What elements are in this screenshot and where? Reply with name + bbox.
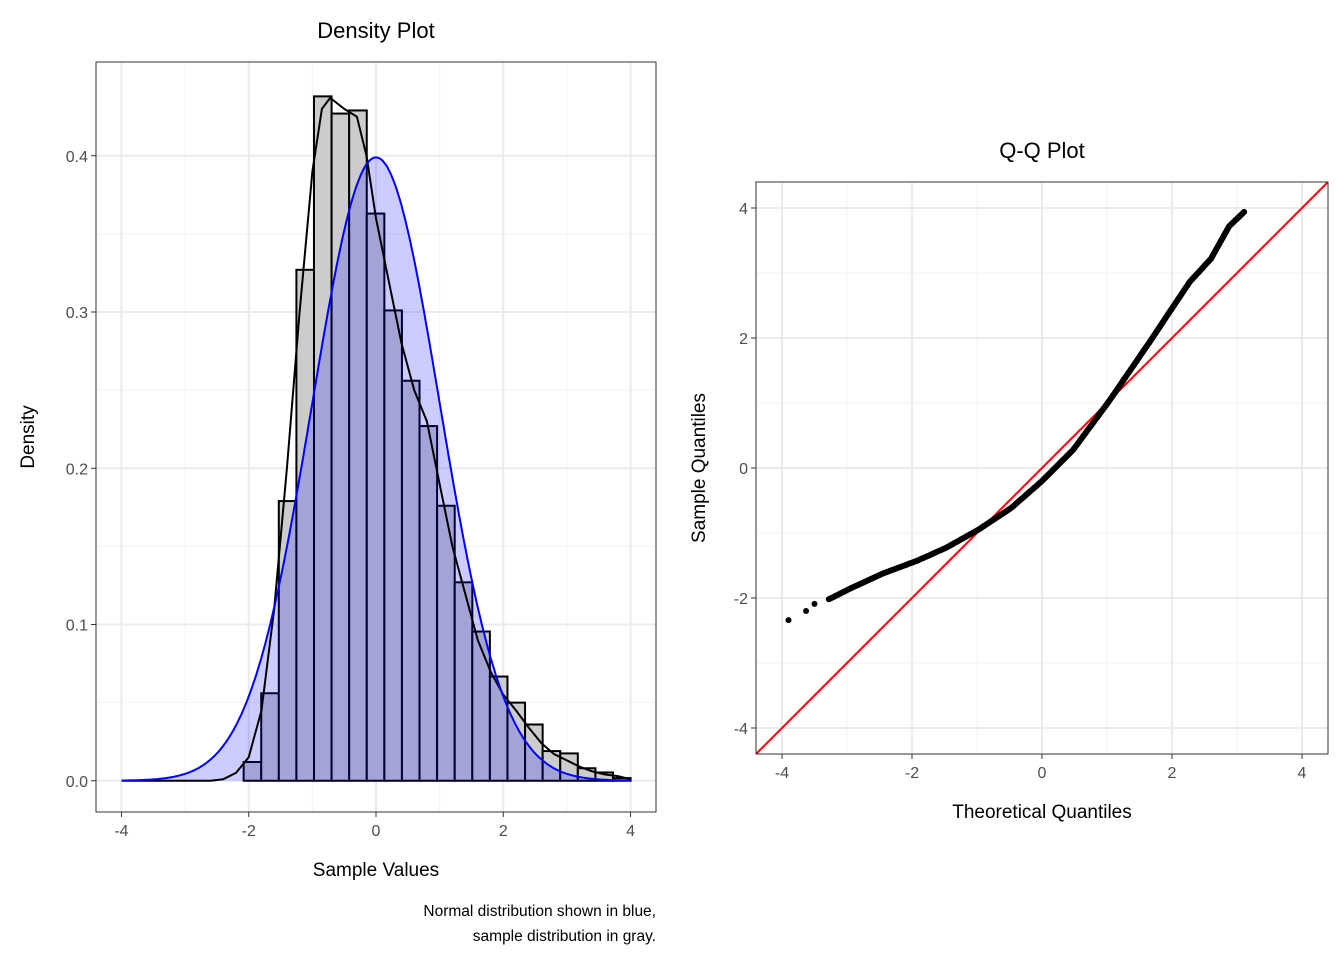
qq-plot-panel: -4 -2 0 2 4 -4 -2 0 2 4 <box>734 181 1329 782</box>
y-tick-label: 4 <box>739 201 748 218</box>
y-tick-label: 2 <box>739 331 748 348</box>
density-plot-panel: -4 -2 0 2 4 0.0 0.1 0.2 0.3 0.4 <box>66 61 657 840</box>
caption-line-1: Normal distribution shown in blue, <box>423 903 656 920</box>
y-tick-label: 0 <box>739 461 748 478</box>
normal-density-curve <box>121 156 631 782</box>
x-tick-label: 2 <box>499 823 508 840</box>
y-tick-label: -2 <box>734 591 748 608</box>
y-tick-label: -4 <box>734 721 748 738</box>
normal-density-area <box>121 157 631 781</box>
qq-x-axis-label: Theoretical Quantiles <box>952 802 1132 823</box>
density-y-axis-label: Density <box>18 405 39 469</box>
caption-line-2: sample distribution in gray. <box>473 928 656 945</box>
y-tick-label: 0.4 <box>66 149 88 166</box>
sample-density-curve <box>121 96 631 782</box>
x-tick-label: 4 <box>626 823 635 840</box>
density-plot-title: Density Plot <box>317 18 434 43</box>
y-tick-label: 0.2 <box>66 461 88 478</box>
x-tick-label: 0 <box>1038 765 1047 782</box>
qq-y-axis-label: Sample Quantiles <box>689 393 710 543</box>
qq-point <box>811 600 818 607</box>
density-x-axis-label: Sample Values <box>313 860 439 881</box>
y-tick-label: 0.0 <box>66 774 88 791</box>
qq-plot-title: Q-Q Plot <box>999 138 1085 163</box>
y-tick-label: 0.3 <box>66 305 88 322</box>
histogram-bar <box>594 771 615 782</box>
x-tick-label: -4 <box>114 823 128 840</box>
x-tick-label: -2 <box>242 823 256 840</box>
qq-point <box>1241 208 1248 215</box>
qq-reference-line <box>756 182 1328 754</box>
qq-point <box>803 608 810 614</box>
y-tick-label: 0.1 <box>66 618 88 635</box>
x-tick-label: 0 <box>372 823 381 840</box>
x-tick-label: 4 <box>1298 765 1307 782</box>
x-tick-label: -2 <box>905 765 919 782</box>
panel-border <box>95 61 657 813</box>
qq-point <box>785 617 792 624</box>
x-tick-label: -4 <box>775 765 789 782</box>
x-tick-label: 2 <box>1168 765 1177 782</box>
panel-border <box>755 181 1329 755</box>
